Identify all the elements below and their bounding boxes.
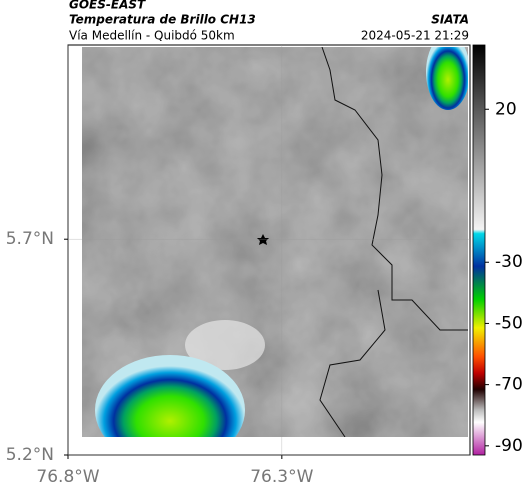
location-marker	[257, 234, 269, 245]
source: GOES-EAST	[69, 0, 146, 12]
agency: SIATA	[431, 13, 469, 27]
x-tick-label: 76.8°W	[36, 467, 99, 487]
y-tick-label: 5.7°N	[6, 229, 54, 249]
y-tick-label: 5.2°N	[6, 445, 54, 465]
colorbar-tick-label: -50	[495, 313, 523, 333]
datetime: 2024-05-21 21:29	[361, 29, 469, 43]
title: Temperatura de Brillo CH13	[69, 13, 256, 27]
colorbar-tick-label: -90	[495, 436, 523, 456]
imagery	[82, 47, 468, 437]
colorbar	[472, 44, 486, 456]
colorbar-tick-label: -70	[495, 375, 523, 395]
colorbar-tick-label: -30	[495, 252, 523, 272]
colorbar-tick-label: 20	[495, 99, 517, 119]
subtitle: Vía Medellín - Quibdó 50km	[69, 29, 235, 43]
x-tick-label: 76.3°W	[250, 467, 313, 487]
